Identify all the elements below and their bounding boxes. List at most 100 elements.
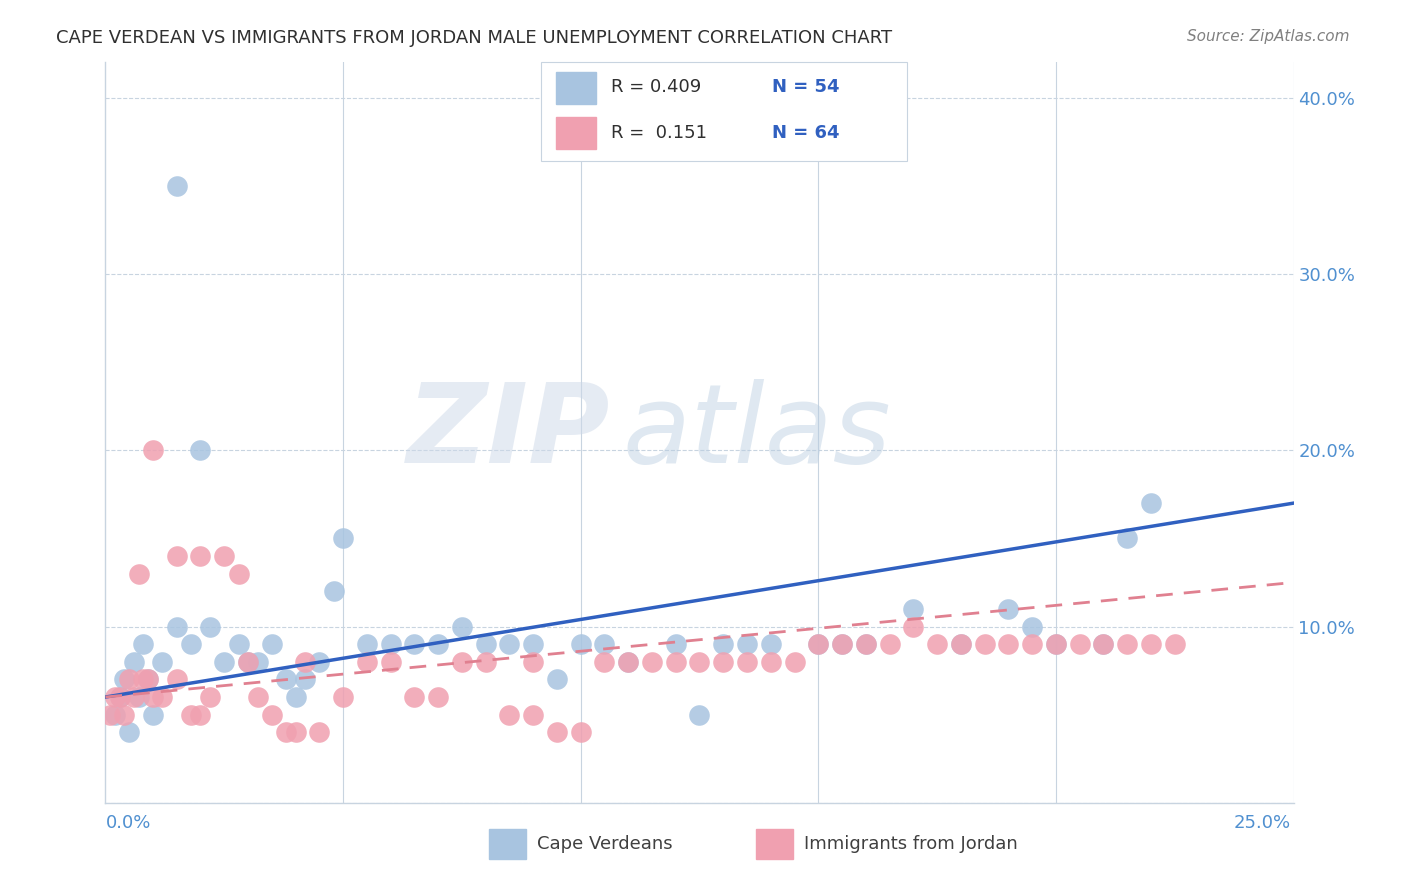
Point	[997, 637, 1019, 651]
Point	[593, 637, 616, 651]
Point	[142, 707, 165, 722]
Text: N = 54: N = 54	[772, 78, 839, 96]
Point	[228, 566, 250, 581]
Text: R = 0.409: R = 0.409	[610, 78, 702, 96]
Bar	[756, 829, 793, 859]
Point	[831, 637, 853, 651]
Point	[274, 725, 297, 739]
Point	[308, 725, 330, 739]
Point	[474, 637, 496, 651]
Point	[807, 637, 830, 651]
Point	[166, 178, 188, 193]
Point	[114, 673, 136, 687]
Text: atlas: atlas	[623, 379, 891, 486]
Point	[108, 690, 131, 704]
Point	[949, 637, 972, 651]
Bar	[555, 118, 596, 149]
Point	[569, 725, 592, 739]
Point	[142, 690, 165, 704]
Point	[260, 707, 283, 722]
Point	[122, 690, 145, 704]
Point	[546, 725, 568, 739]
Point	[294, 673, 316, 687]
Point	[1069, 637, 1091, 651]
Point	[807, 637, 830, 651]
Point	[735, 637, 758, 651]
Point	[855, 637, 877, 651]
Point	[522, 707, 544, 722]
Point	[641, 655, 664, 669]
Point	[228, 637, 250, 651]
Point	[617, 655, 640, 669]
Point	[166, 549, 188, 563]
Point	[665, 655, 688, 669]
Point	[190, 443, 212, 458]
Point	[1045, 637, 1067, 651]
Point	[522, 637, 544, 651]
Point	[1116, 532, 1139, 546]
Point	[450, 655, 472, 669]
Point	[1021, 637, 1043, 651]
Point	[308, 655, 330, 669]
Point	[190, 707, 212, 722]
Point	[142, 443, 165, 458]
Point	[356, 655, 378, 669]
Point	[1140, 496, 1163, 510]
Point	[294, 655, 316, 669]
Point	[380, 655, 402, 669]
Point	[122, 655, 145, 669]
Point	[831, 637, 853, 651]
Point	[498, 707, 520, 722]
Point	[214, 655, 236, 669]
Point	[180, 707, 202, 722]
Text: 0.0%: 0.0%	[105, 814, 150, 831]
Point	[198, 619, 221, 633]
Point	[474, 655, 496, 669]
Point	[1092, 637, 1115, 651]
Point	[108, 690, 131, 704]
Point	[427, 690, 450, 704]
Point	[128, 566, 150, 581]
Point	[689, 655, 711, 669]
Point	[136, 673, 159, 687]
Point	[98, 707, 121, 722]
Point	[284, 725, 307, 739]
Text: Source: ZipAtlas.com: Source: ZipAtlas.com	[1187, 29, 1350, 45]
Point	[427, 637, 450, 651]
Point	[1021, 619, 1043, 633]
Point	[332, 532, 354, 546]
Point	[1092, 637, 1115, 651]
Point	[498, 637, 520, 651]
Point	[260, 637, 283, 651]
Text: R =  0.151: R = 0.151	[610, 124, 707, 142]
Text: N = 64: N = 64	[772, 124, 839, 142]
Text: CAPE VERDEAN VS IMMIGRANTS FROM JORDAN MALE UNEMPLOYMENT CORRELATION CHART: CAPE VERDEAN VS IMMIGRANTS FROM JORDAN M…	[56, 29, 893, 47]
Bar	[489, 829, 526, 859]
Point	[1164, 637, 1187, 651]
Point	[136, 673, 159, 687]
Point	[689, 707, 711, 722]
Point	[1045, 637, 1067, 651]
Point	[903, 619, 925, 633]
Point	[322, 584, 344, 599]
Point	[879, 637, 901, 651]
Point	[152, 655, 174, 669]
Point	[132, 637, 155, 651]
Point	[569, 637, 592, 651]
Point	[759, 655, 782, 669]
Point	[104, 707, 127, 722]
Point	[617, 655, 640, 669]
Point	[546, 673, 568, 687]
Point	[128, 690, 150, 704]
Point	[711, 637, 734, 651]
Point	[404, 690, 426, 704]
Point	[180, 637, 202, 651]
Point	[665, 637, 688, 651]
Point	[118, 725, 141, 739]
Point	[949, 637, 972, 651]
Point	[246, 655, 269, 669]
Point	[118, 673, 141, 687]
Text: 25.0%: 25.0%	[1233, 814, 1291, 831]
Point	[450, 619, 472, 633]
Point	[132, 673, 155, 687]
